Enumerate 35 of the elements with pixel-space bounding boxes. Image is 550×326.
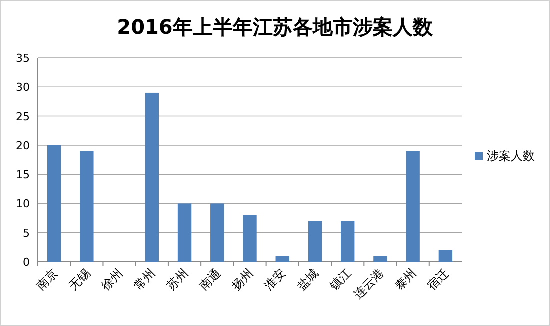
y-tick-label: 25 (16, 110, 30, 124)
bar (308, 221, 322, 262)
bar (243, 215, 257, 262)
bar (178, 204, 192, 262)
bar (210, 204, 224, 262)
bar (276, 256, 290, 262)
x-tick-label: 南京 (34, 266, 60, 294)
x-tick-label: 无锡 (66, 266, 94, 294)
y-tick-label: 10 (16, 198, 30, 211)
y-tick-label: 35 (16, 52, 30, 65)
x-tick-label: 徐州 (98, 266, 126, 294)
x-tick-label: 盐城 (294, 266, 322, 294)
x-tick-label: 泰州 (392, 266, 420, 294)
bar (145, 92, 160, 262)
legend-label: 涉案人数 (487, 149, 535, 163)
y-tick-label: 15 (16, 168, 30, 182)
bar (438, 250, 453, 262)
x-tick-label: 淮安 (262, 266, 289, 294)
bar (406, 151, 420, 262)
y-tick-label: 30 (16, 81, 30, 94)
x-tick-label: 镇江 (326, 266, 354, 294)
bar (47, 145, 62, 262)
x-tick-label: 宿迁 (424, 266, 452, 294)
y-tick-label: 20 (16, 139, 30, 152)
bar (374, 256, 388, 262)
x-tick-label: 常州 (131, 266, 158, 294)
y-tick-label: 0 (23, 256, 30, 269)
chart-title: 2016年上半年江苏各地市涉案人数 (117, 15, 434, 39)
y-tick-label: 5 (23, 226, 30, 240)
x-tick-label: 扬州 (229, 266, 256, 294)
x-tick-label: 连云港 (351, 266, 387, 302)
x-tick-label: 苏州 (164, 266, 191, 294)
x-tick-label: 南通 (196, 266, 224, 294)
bar (340, 221, 355, 262)
bar (80, 151, 94, 262)
